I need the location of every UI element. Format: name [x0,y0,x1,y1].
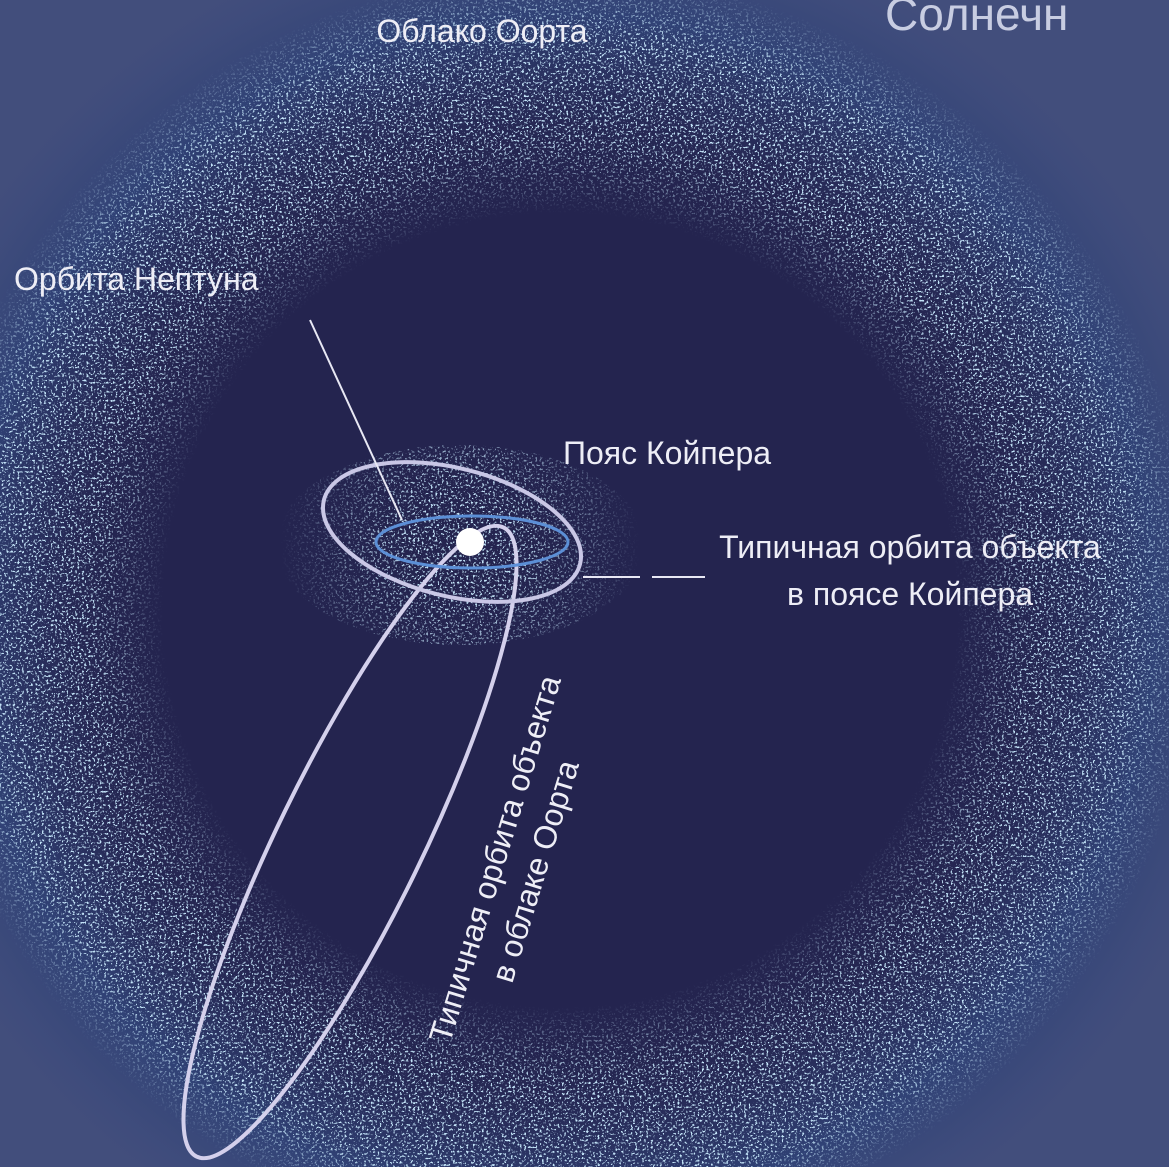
sun [456,528,484,556]
label: Пояс Койпера [563,435,771,471]
title: Солнечн [885,0,1068,40]
label: Орбита Нептуна [14,261,259,297]
label: Типичная орбита объекта [719,529,1101,565]
kuiper-object-orbit [320,460,584,604]
neptune-orbit [374,514,570,570]
orbits [181,460,584,1161]
label: в поясе Койпера [787,576,1033,612]
label: Облако Оорта [376,13,587,49]
oort-object-orbit [181,523,519,1161]
leader-line [309,319,403,521]
leaders [309,319,705,578]
